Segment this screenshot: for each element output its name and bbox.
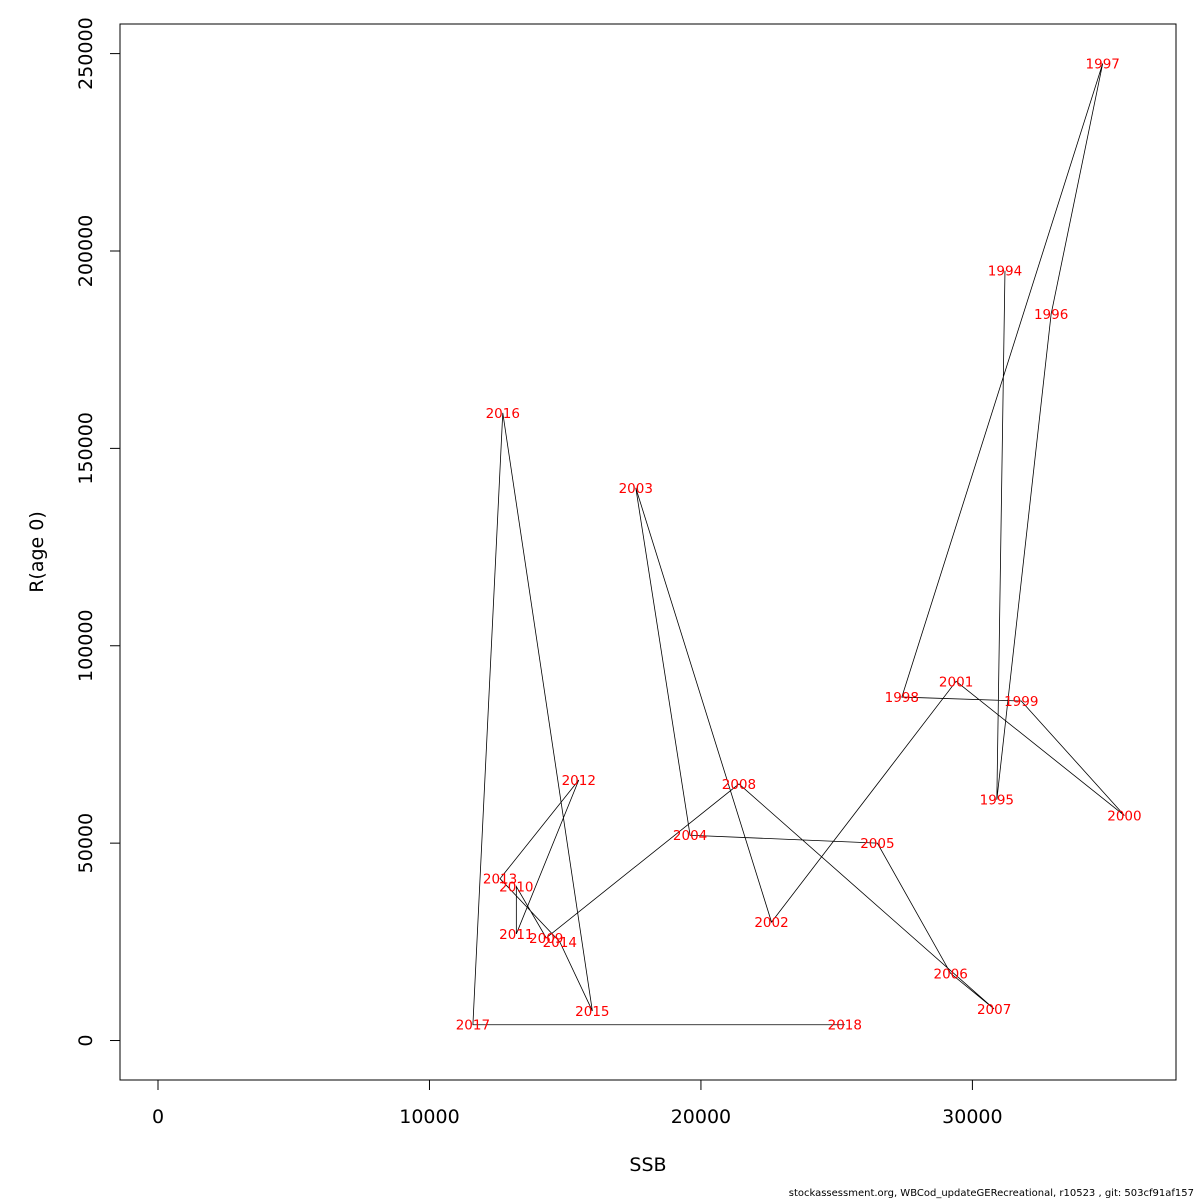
point-label-1999: 1999 bbox=[1004, 694, 1038, 710]
point-label-2017: 2017 bbox=[456, 1018, 490, 1034]
series-line bbox=[472, 63, 1125, 1026]
x-tick-label: 30000 bbox=[942, 1106, 1002, 1128]
point-label-1997: 1997 bbox=[1086, 56, 1120, 72]
trajectory-line bbox=[472, 63, 1125, 1026]
x-tick-label: 20000 bbox=[671, 1106, 731, 1128]
point-label-2014: 2014 bbox=[543, 935, 577, 951]
point-label-2007: 2007 bbox=[977, 1002, 1011, 1018]
y-tick-label: 0 bbox=[75, 1034, 97, 1046]
point-label-2016: 2016 bbox=[486, 406, 520, 422]
point-label-2000: 2000 bbox=[1107, 809, 1141, 825]
point-label-2006: 2006 bbox=[934, 966, 968, 982]
point-label-2001: 2001 bbox=[939, 674, 973, 690]
point-label-2009: 2009 bbox=[529, 931, 563, 947]
point-label-2008: 2008 bbox=[722, 777, 756, 793]
y-tick-label: 150000 bbox=[75, 412, 97, 485]
point-labels: 1994 1995 1996 1997 1998 1999 2000 2001 2002 2003… bbox=[456, 56, 1142, 1033]
point-label-1998: 1998 bbox=[885, 690, 919, 706]
point-label-1996: 1996 bbox=[1034, 307, 1068, 323]
footer-credit: stockassessment.org, WBCod_updateGERecre… bbox=[788, 1188, 1194, 1199]
point-label-2011: 2011 bbox=[499, 927, 533, 943]
y-axis: 0 50000 100000 150000 200000 250000 bbox=[75, 17, 121, 1047]
point-label-2002: 2002 bbox=[754, 915, 788, 931]
point-label-2015: 2015 bbox=[575, 1004, 609, 1020]
point-label-2004: 2004 bbox=[673, 828, 707, 844]
y-tick-label: 200000 bbox=[75, 215, 97, 288]
point-label-2010: 2010 bbox=[499, 880, 533, 896]
y-tick-label: 250000 bbox=[75, 17, 97, 90]
point-label-2013: 2013 bbox=[483, 872, 517, 888]
x-axis-title: SSB bbox=[629, 1154, 666, 1176]
y-tick-label: 100000 bbox=[75, 609, 97, 682]
point-label-2003: 2003 bbox=[619, 481, 653, 497]
point-label-2018: 2018 bbox=[828, 1018, 862, 1034]
x-tick-label: 10000 bbox=[399, 1106, 459, 1128]
point-label-1994: 1994 bbox=[988, 264, 1022, 280]
point-label-2012: 2012 bbox=[562, 773, 596, 789]
x-tick-label: 0 bbox=[152, 1106, 164, 1128]
y-axis-title: R(age 0) bbox=[26, 511, 48, 593]
x-axis: 0 10000 20000 30000 bbox=[152, 1079, 1003, 1128]
plot-frame bbox=[119, 23, 1177, 1081]
y-tick-label: 50000 bbox=[75, 813, 97, 873]
point-label-2005: 2005 bbox=[860, 836, 894, 852]
point-label-1995: 1995 bbox=[980, 793, 1014, 809]
